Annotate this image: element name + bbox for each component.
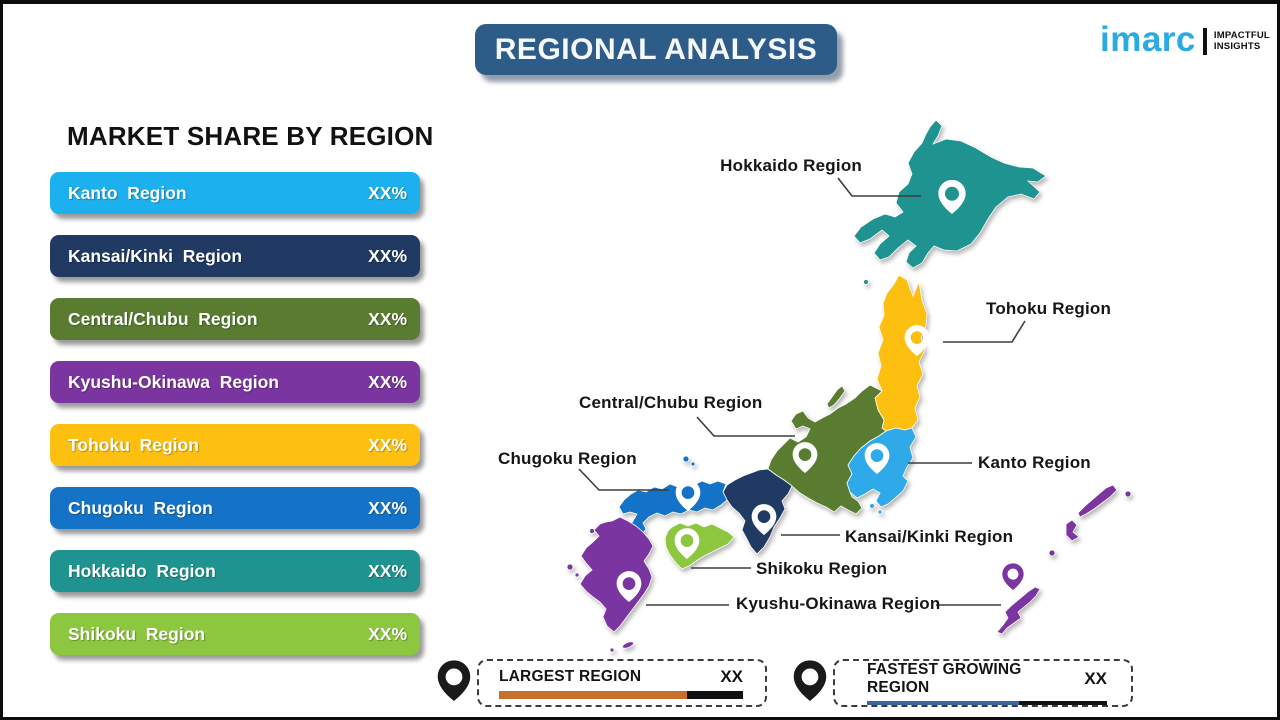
map-label-chubu: Central/Chubu Region <box>579 393 763 412</box>
legend-largest-value: XX <box>720 667 743 686</box>
share-bar-value: XX% <box>368 623 407 644</box>
map-label-kyushu-okinawa: Kyushu-Okinawa Region <box>736 594 941 613</box>
share-bar-kyushu: Kyushu-Okinawa Region XX% <box>50 361 420 403</box>
share-bar-label: Kansai/Kinki Region <box>68 245 243 266</box>
pin-okinawa-icon <box>1002 563 1024 590</box>
legend-fastest-bar <box>867 701 1107 705</box>
map-islet-iki <box>574 572 580 578</box>
leader-hokkaido <box>837 177 921 197</box>
map-islet-tsushima <box>566 563 574 571</box>
share-bar-kansai: Kansai/Kinki Region XX% <box>50 235 420 277</box>
share-bar-hokkaido: Hokkaido Region XX% <box>50 550 420 592</box>
share-bar-tohoku: Tohoku Region XX% <box>50 424 420 466</box>
map-islet-amami2 <box>1124 490 1132 498</box>
logo-tagline: IMPACTFUL INSIGHTS <box>1213 29 1270 53</box>
share-bar-kanto: Kanto Region XX% <box>50 172 420 214</box>
leader-tohoku <box>943 320 1026 343</box>
share-bar-value: XX% <box>368 371 407 392</box>
map-label-chugoku: Chugoku Region <box>498 449 637 468</box>
legend-fastest-value: XX <box>1084 669 1107 688</box>
legend-fastest-bar-rest <box>1019 701 1107 705</box>
map-islet-south1 <box>621 641 635 649</box>
map-region-okinawa-shape <box>996 586 1041 635</box>
legend-largest-bar-rest <box>686 691 743 699</box>
legend-largest-region: LARGEST REGION XX <box>477 659 767 707</box>
map-islet-izu2 <box>877 509 883 515</box>
share-bar-value: XX% <box>368 182 407 203</box>
share-bar-value: XX% <box>368 308 407 329</box>
map-region-kyushu-shape <box>579 516 654 633</box>
map-islet-oki1 <box>682 455 690 463</box>
map-islet-sado <box>826 385 846 409</box>
share-bar-label: Central/Chubu Region <box>68 308 258 329</box>
map-region-amami-shape <box>1077 484 1118 518</box>
share-bar-chugoku: Chugoku Region XX% <box>50 487 420 529</box>
legend-largest-label: LARGEST REGION <box>499 668 642 685</box>
imarc-logo-wordmark: imarc <box>1100 20 1196 59</box>
map-islet-goto <box>589 528 595 534</box>
map-label-hokkaido: Hokkaido Region <box>720 156 862 175</box>
legend-fastest-label: FASTEST GROWING REGION <box>867 661 1022 696</box>
map-islet-oki2 <box>690 461 696 467</box>
legend-largest-bar <box>499 691 743 699</box>
map-islet-tokunoshima <box>1065 519 1080 542</box>
page-title-banner: REGIONAL ANALYSIS <box>475 24 837 75</box>
map-islet-izu1 <box>869 503 875 509</box>
map-islet-south2 <box>609 647 615 653</box>
logo-divider <box>1202 28 1207 55</box>
share-bar-label: Tohoku Region <box>68 434 199 455</box>
legend-fastest-region: FASTEST GROWING REGION XX <box>833 659 1133 707</box>
map-label-kanto: Kanto Region <box>978 453 1091 472</box>
share-bar-label: Kanto Region <box>68 182 187 203</box>
legend-fastest-bar-main <box>867 701 1020 705</box>
share-bar-label: Shikoku Region <box>68 623 206 644</box>
share-bar-shikoku: Shikoku Region XX% <box>50 613 420 655</box>
map-region-shikoku-shape <box>664 522 735 570</box>
logo-tagline-line1: IMPACTFUL <box>1213 29 1270 41</box>
share-bar-label: Hokkaido Region <box>68 560 216 581</box>
map-islet-okinoerabu <box>1048 549 1056 557</box>
share-bar-value: XX% <box>368 497 407 518</box>
share-bar-label: Kyushu-Okinawa Region <box>68 371 279 392</box>
leader-chugoku <box>578 468 669 491</box>
map-region-hokkaido-shape <box>853 119 1047 269</box>
map-label-tohoku: Tohoku Region <box>986 299 1112 318</box>
market-share-heading: MARKET SHARE BY REGION <box>67 121 434 151</box>
share-bar-chubu: Central/Chubu Region XX% <box>50 298 420 340</box>
imarc-logo: imarc IMPACTFUL INSIGHTS <box>1100 22 1270 57</box>
map-leader-lines <box>578 177 1026 606</box>
legend-largest-bar-main <box>499 691 687 699</box>
map-label-shikoku: Shikoku Region <box>756 559 888 578</box>
map-label-kansai: Kansai/Kinki Region <box>845 527 1014 546</box>
logo-tagline-line2: INSIGHTS <box>1213 40 1261 52</box>
share-bar-value: XX% <box>368 245 407 266</box>
map-islet-hokkaido <box>863 279 869 285</box>
legend-largest-pin-icon <box>437 660 471 701</box>
market-share-list: Kanto Region XX% Kansai/Kinki Region XX%… <box>50 172 420 655</box>
share-bar-value: XX% <box>368 434 407 455</box>
share-bar-label: Chugoku Region <box>68 497 213 518</box>
legend-fastest-pin-icon <box>793 660 827 701</box>
page-title: REGIONAL ANALYSIS <box>494 32 818 66</box>
share-bar-value: XX% <box>368 560 407 581</box>
leader-chubu <box>696 416 795 437</box>
